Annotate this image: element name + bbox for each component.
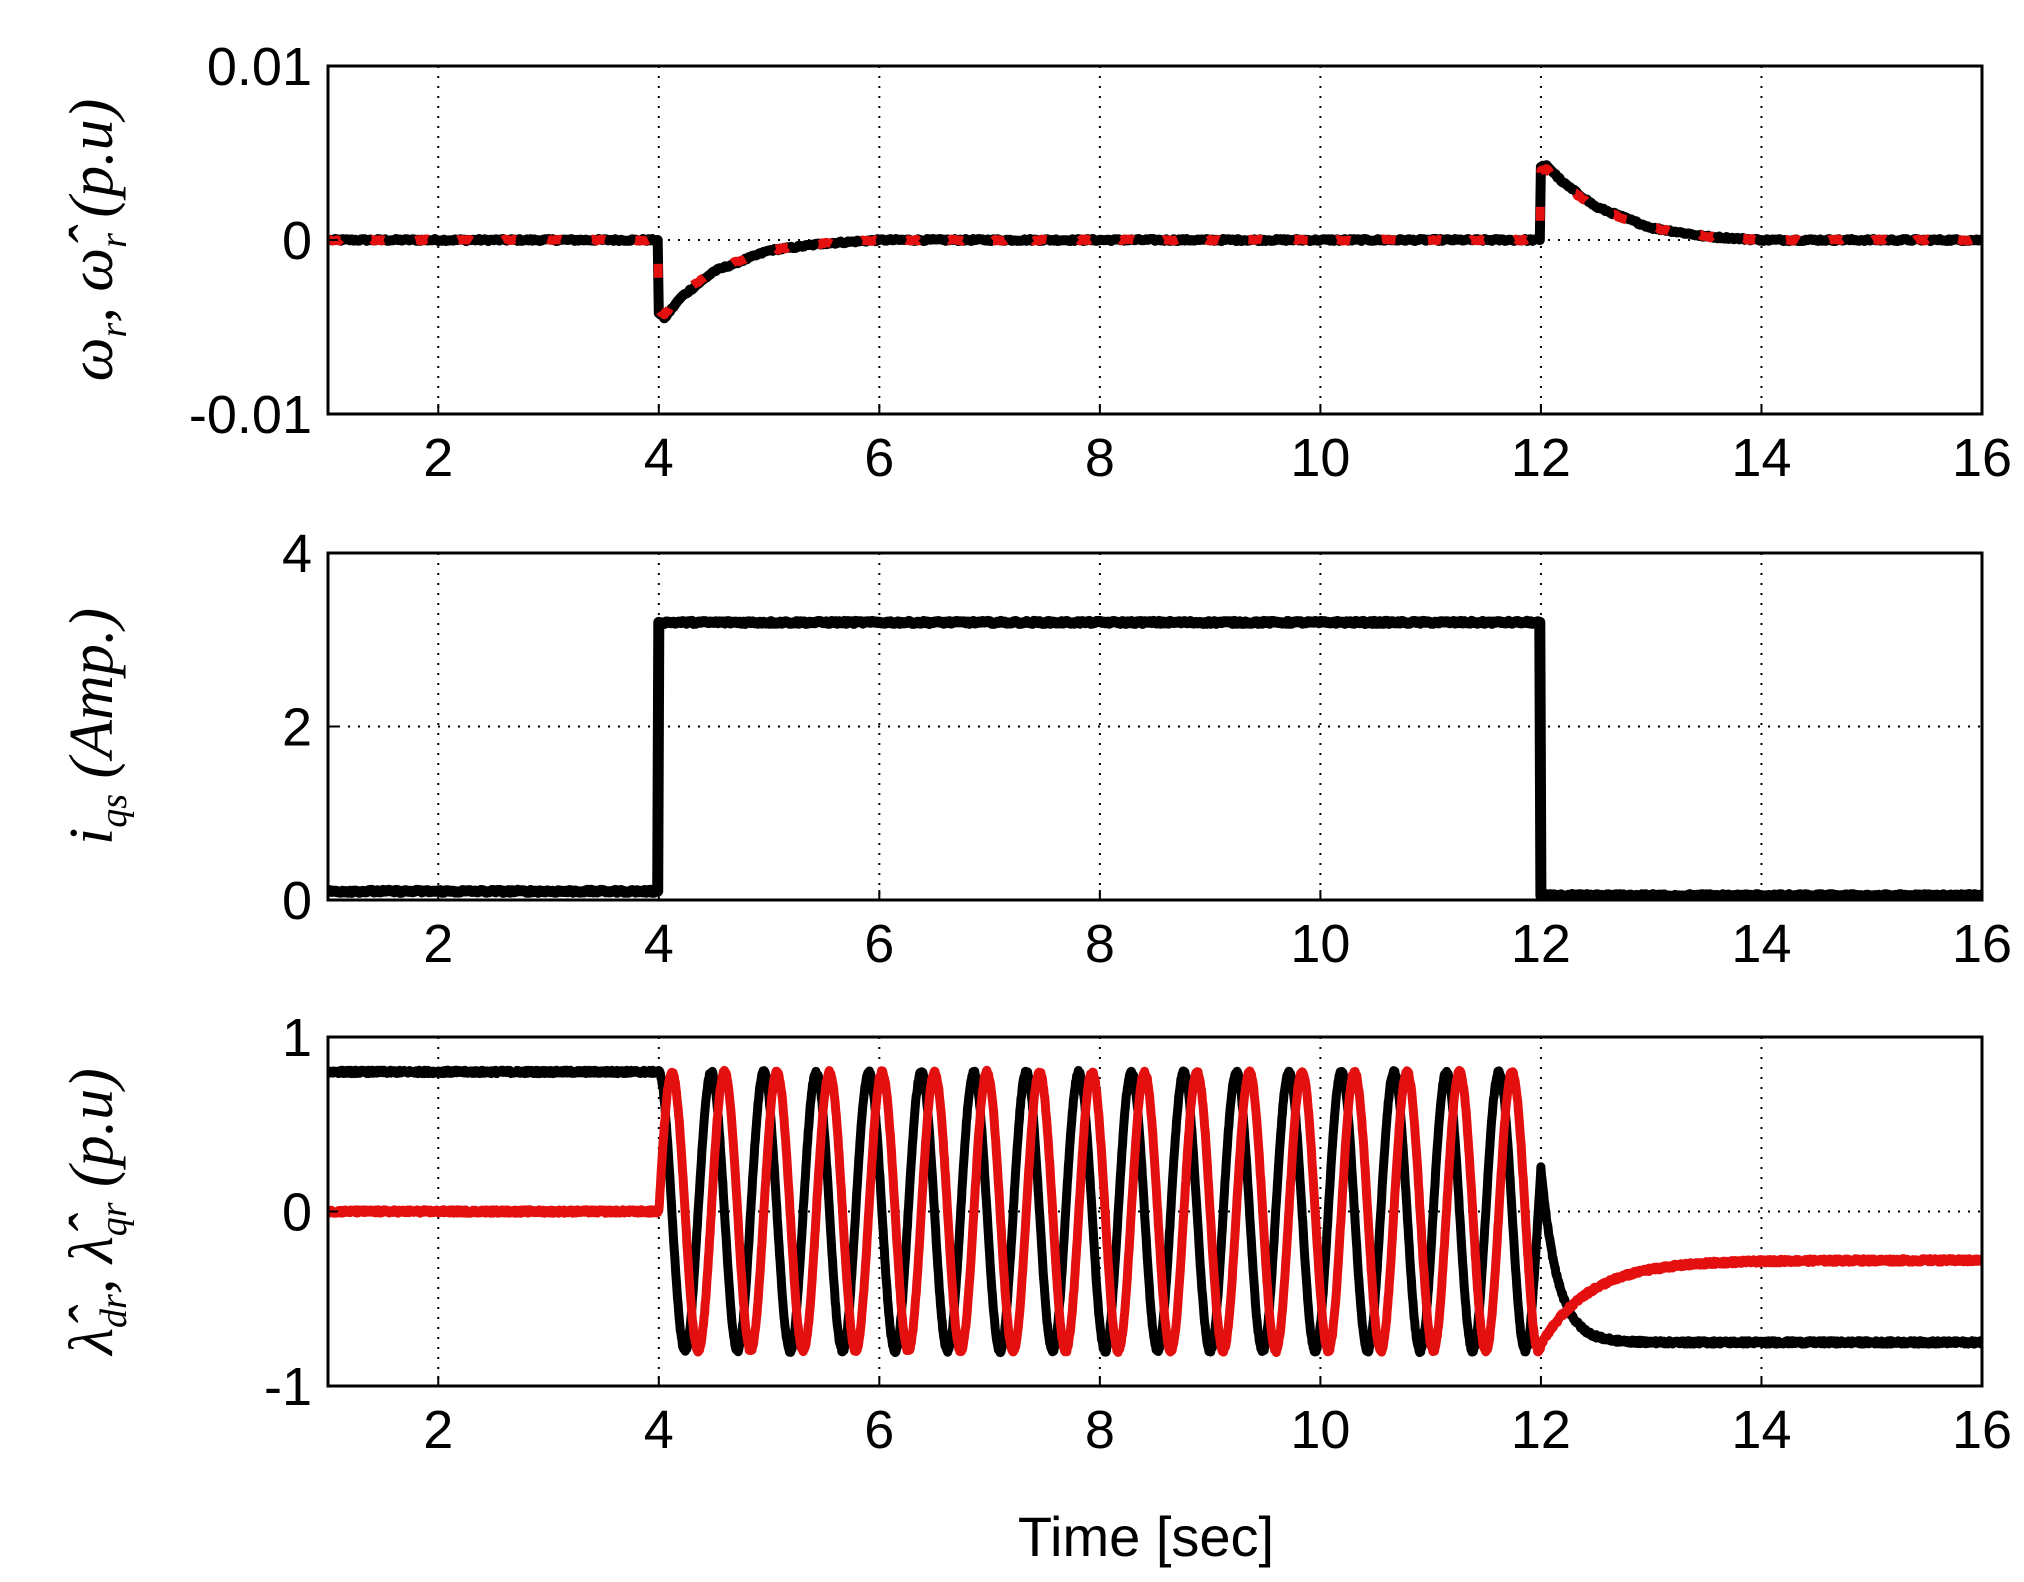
x-tick-label: 10 xyxy=(1290,428,1350,488)
y-axis-label: ωr, ω̂r (p.u) xyxy=(58,99,135,381)
x-tick-label: 4 xyxy=(644,1400,674,1460)
x-tick-label: 12 xyxy=(1511,428,1571,488)
y-tick-label: 0 xyxy=(282,1183,312,1243)
x-tick-label: 12 xyxy=(1511,1400,1571,1460)
series-speed-actual-line xyxy=(328,160,1982,324)
x-tick-label: 16 xyxy=(1952,428,2012,488)
x-tick-label: 12 xyxy=(1511,914,1571,974)
x-tick-label: 16 xyxy=(1952,914,2012,974)
y-tick-label: 0 xyxy=(282,211,312,271)
x-tick-label: 2 xyxy=(423,914,453,974)
y-tick-label: 0 xyxy=(282,871,312,931)
series-speed-estimated-line xyxy=(328,164,1982,320)
y-tick-label: -0.01 xyxy=(189,385,312,445)
x-tick-label: 14 xyxy=(1731,428,1791,488)
x-tick-label: 6 xyxy=(864,428,894,488)
series-flux-d-line xyxy=(328,1065,1982,1358)
panel-rotor-flux: 2 4 6 8 10 12 14 16 -1 0 1 λ̂dr, λ̂qr (p.u) xyxy=(58,1008,2012,1460)
panel-rotor-speed: 2 4 6 8 10 12 14 16 -0.01 0 0.01 ωr, ω̂r (p.u) xyxy=(58,37,2012,488)
y-tick-label: 4 xyxy=(282,524,312,584)
x-tick-label: 8 xyxy=(1085,914,1115,974)
x-tick-label: 4 xyxy=(644,428,674,488)
x-tick-label: 2 xyxy=(423,1400,453,1460)
x-tick-label: 6 xyxy=(864,914,894,974)
x-tick-label: 10 xyxy=(1290,1400,1350,1460)
x-tick-label: 2 xyxy=(423,428,453,488)
series-flux-q-line xyxy=(328,1065,1982,1357)
x-axis-label: Time [sec] xyxy=(1018,1505,1274,1568)
y-axis-label: iqs (Amp.) xyxy=(58,608,135,845)
panel-stator-current: 2 4 6 8 10 12 14 16 0 2 4 iqs (Amp.) xyxy=(58,524,2012,974)
y-tick-label: 0.01 xyxy=(207,37,312,97)
y-tick-label: 2 xyxy=(282,698,312,758)
x-tick-label: 8 xyxy=(1085,1400,1115,1460)
x-tick-label: 8 xyxy=(1085,428,1115,488)
x-tick-label: 4 xyxy=(644,914,674,974)
y-tick-label: -1 xyxy=(264,1357,312,1417)
x-tick-label: 14 xyxy=(1731,1400,1791,1460)
x-tick-label: 16 xyxy=(1952,1400,2012,1460)
series-current-line xyxy=(328,615,1982,900)
x-tick-label: 6 xyxy=(864,1400,894,1460)
y-tick-label: 1 xyxy=(282,1008,312,1068)
x-tick-label: 10 xyxy=(1290,914,1350,974)
plot-frame xyxy=(326,551,1984,902)
y-axis-label: λ̂dr, λ̂qr (p.u) xyxy=(58,1068,135,1357)
x-tick-label: 14 xyxy=(1731,914,1791,974)
